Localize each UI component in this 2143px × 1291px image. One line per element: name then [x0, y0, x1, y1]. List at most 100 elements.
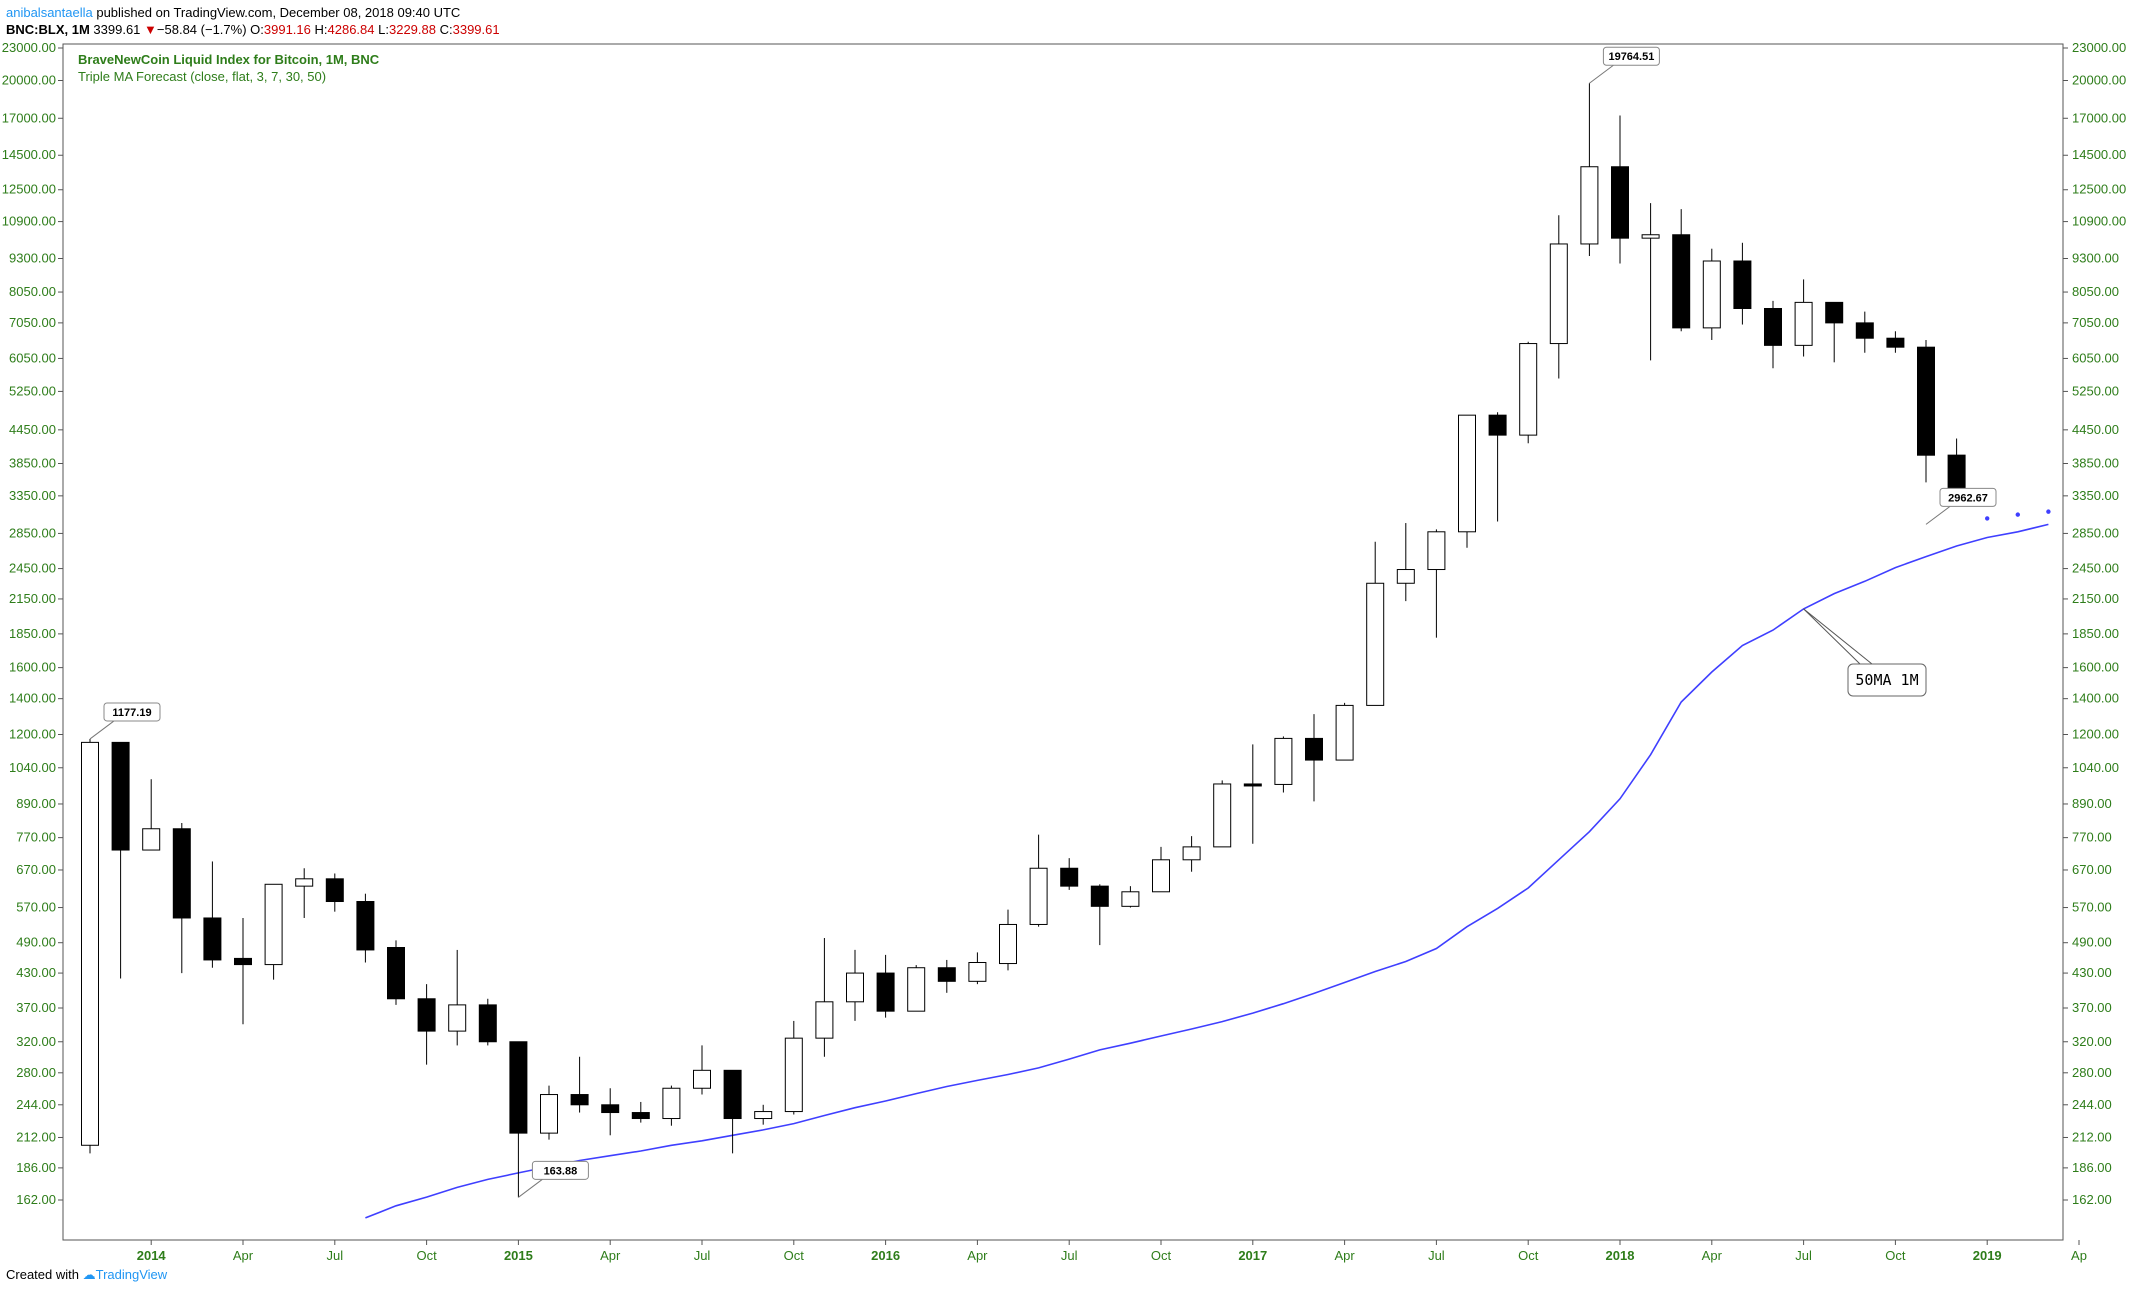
y-tick-label-right: 12500.00 [2072, 182, 2126, 197]
y-tick-label-right: 8050.00 [2072, 284, 2119, 299]
candle [142, 779, 161, 851]
y-tick-label-left: 9300.00 [9, 250, 56, 265]
candle [1917, 339, 1935, 483]
x-tick-label: Jul [1795, 1248, 1812, 1263]
candle [1182, 836, 1201, 872]
x-tick-label: Oct [1518, 1248, 1539, 1263]
chart-title: BraveNewCoin Liquid Index for Bitcoin, 1… [78, 52, 380, 67]
created-with-text: Created with [6, 1267, 79, 1282]
ma-forecast-point [2046, 509, 2051, 514]
y-tick-label-left: 2450.00 [9, 561, 56, 576]
candle [478, 998, 497, 1046]
candle [448, 949, 467, 1046]
candle [264, 883, 283, 980]
candle [815, 938, 834, 1057]
y-tick-label-left: 2850.00 [9, 525, 56, 540]
y-tick-label-left: 280.00 [16, 1065, 56, 1080]
candle [417, 984, 436, 1065]
author-link[interactable]: anibalsantaella [6, 5, 93, 20]
high-label: H: [314, 22, 328, 37]
y-tick-label-left: 320.00 [16, 1034, 56, 1049]
y-tick-label-left: 4450.00 [9, 422, 56, 437]
candle-body [172, 828, 191, 919]
candle-body [1121, 891, 1140, 907]
symbol-label: BNC:BLX, 1M [6, 22, 90, 37]
high-value: 4286.84 [327, 22, 375, 37]
y-tick-label-left: 14500.00 [2, 147, 56, 162]
y-tick-label-right: 1400.00 [2072, 691, 2119, 706]
callout-leader [1925, 506, 1951, 525]
candle-body [999, 923, 1017, 965]
candle-body [1458, 414, 1476, 533]
candle-body [1060, 867, 1079, 887]
x-tick-label: 2015 [504, 1248, 533, 1263]
y-tick-label-left: 890.00 [16, 796, 56, 811]
callout-label: 2962.67 [1948, 492, 1988, 504]
candle-body [1733, 260, 1752, 309]
y-tick-label-left: 570.00 [16, 900, 56, 915]
candle-body [356, 901, 375, 951]
candle [784, 1020, 803, 1115]
y-tick-label-right: 17000.00 [2072, 110, 2126, 125]
y-tick-label-left: 1200.00 [9, 726, 56, 741]
candle-body [81, 741, 99, 1146]
y-tick-label-right: 6050.00 [2072, 350, 2119, 365]
candle-body [1794, 301, 1813, 346]
ma-annotation: 50MA 1M [1803, 608, 1927, 697]
candle-body [295, 878, 314, 887]
candle-body [601, 1104, 620, 1114]
y-tick-label-right: 14500.00 [2072, 147, 2126, 162]
candle-body [509, 1041, 528, 1134]
y-tick-label-left: 3850.00 [9, 456, 56, 471]
candle [1794, 279, 1813, 357]
callout-box [103, 702, 161, 722]
candle [387, 940, 405, 1005]
y-tick-label-right: 3850.00 [2072, 456, 2119, 471]
annotation-text: 50MA 1M [1855, 671, 1918, 689]
candle-body [387, 947, 405, 1000]
y-tick-label-right: 244.00 [2072, 1097, 2112, 1112]
tradingview-brand[interactable]: TradingView [95, 1267, 168, 1282]
candle [1335, 702, 1354, 761]
close-label: C: [439, 22, 453, 37]
callout-box [531, 1160, 589, 1180]
price-callout: 1177.19 [89, 702, 161, 740]
candle [1825, 301, 1844, 363]
candle [1152, 846, 1170, 893]
callout-leader [1589, 64, 1614, 84]
candle [1060, 858, 1079, 890]
ma-forecast-point [2015, 512, 2021, 517]
y-tick-label-right: 1200.00 [2072, 726, 2119, 741]
x-tick-label: Ap [2071, 1248, 2087, 1263]
y-tick-label-left: 20000.00 [2, 72, 56, 87]
callouts: 1177.19 163.88 19764.51 2962.67 [89, 46, 1997, 1198]
candle [1641, 203, 1660, 361]
candle [1764, 300, 1782, 369]
x-tick-label: Oct [1885, 1248, 1906, 1263]
y-tick-label-left: 244.00 [16, 1097, 56, 1112]
ma-series [365, 509, 2051, 1219]
candle-body [1243, 783, 1262, 787]
y-tick-label-right: 430.00 [2072, 965, 2112, 980]
candle [203, 861, 222, 968]
candle-body [264, 883, 283, 966]
candle-body [203, 917, 222, 961]
x-tick-label: Apr [967, 1248, 988, 1263]
y-tick-label-right: 770.00 [2072, 830, 2112, 845]
candle-body [570, 1094, 589, 1106]
candle-body [417, 998, 436, 1032]
candle [1488, 412, 1507, 522]
candle-body [1672, 234, 1691, 329]
x-tick-label: 2017 [1238, 1248, 1267, 1263]
candle [1549, 215, 1568, 379]
candle-body [937, 967, 956, 982]
publish-text: published on TradingView.com, December 0… [92, 5, 461, 20]
y-tick-label-left: 17000.00 [2, 110, 56, 125]
x-tick-label: Jul [1428, 1248, 1445, 1263]
down-arrow-icon: ▼ [144, 22, 157, 37]
candle-body [1090, 885, 1109, 907]
close-value: 3399.61 [452, 22, 500, 37]
y-tick-label-left: 1400.00 [9, 691, 56, 706]
candle [81, 738, 99, 1154]
